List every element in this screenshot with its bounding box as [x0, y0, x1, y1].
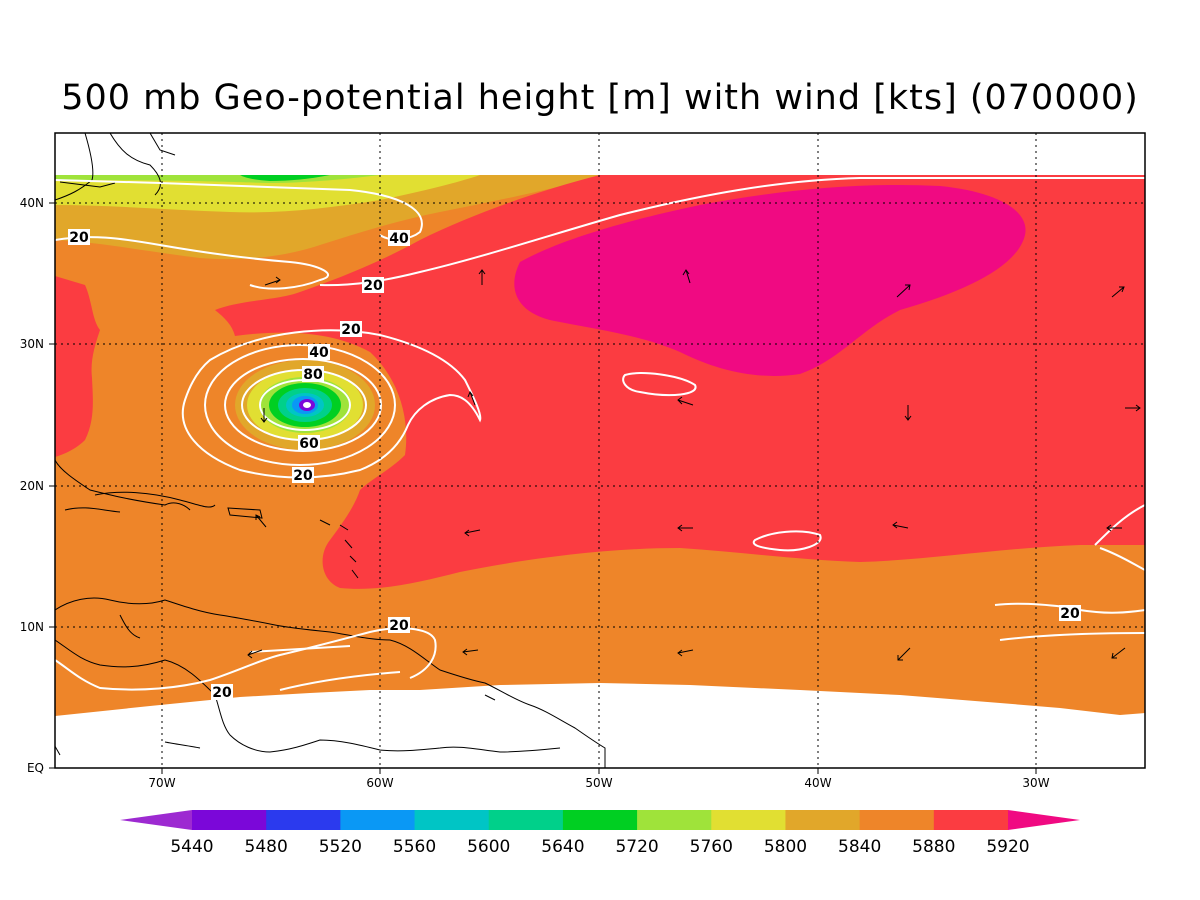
- colorbar-label: 5760: [690, 837, 733, 857]
- contour-label: 20: [389, 618, 409, 634]
- height-band-5800: [55, 175, 480, 213]
- colorbar-label: 5800: [764, 837, 807, 857]
- colorbar: 5440 5480 5520 5560 5600 5640 5720 5760 5800 5840…: [120, 810, 1080, 857]
- height-band-5960: [514, 184, 1026, 376]
- colorbar-swatch: [562, 810, 638, 830]
- chart-title: 500 mb Geo-potential height [m] with win…: [61, 78, 1139, 118]
- colorbar-label: 5600: [467, 837, 510, 857]
- colorbar-label: 5880: [912, 837, 955, 857]
- lat-tick-40n: 40N: [20, 196, 44, 210]
- contour-label: 80: [303, 367, 323, 383]
- contour-label: 20: [1060, 606, 1080, 622]
- colorbar-swatch: [637, 810, 712, 830]
- colorbar-swatch: [340, 810, 416, 830]
- lon-tick-40w: 40W: [804, 776, 831, 790]
- height-field: [55, 133, 1145, 768]
- colorbar-swatch: [266, 810, 341, 830]
- colorbar-label: 5520: [319, 837, 362, 857]
- colorbar-swatch: [859, 810, 935, 830]
- colorbar-swatch: [785, 810, 861, 830]
- colorbar-swatch: [120, 810, 192, 830]
- lon-tick-60w: 60W: [366, 776, 393, 790]
- lon-tick-70w: 70W: [148, 776, 175, 790]
- colorbar-swatch: [711, 810, 786, 830]
- contour-label: 20: [363, 278, 383, 294]
- colorbar-swatch: [414, 810, 490, 830]
- contour-label: 20: [212, 685, 232, 701]
- plot-frame: [54, 132, 1146, 769]
- colorbar-label: 5640: [541, 837, 584, 857]
- lat-tick-30n: 30N: [20, 337, 44, 351]
- colorbar-swatch: [933, 810, 1009, 830]
- contour-label: 20: [69, 230, 89, 246]
- contour-label: 40: [389, 231, 409, 247]
- colorbar-swatch: [192, 810, 267, 830]
- contour-labels: 20 40 20 20 40 80 60 20 20 20 20: [68, 229, 1081, 701]
- lat-tick-20n: 20N: [20, 479, 44, 493]
- coastlines: [55, 133, 606, 768]
- contour-label: 20: [341, 322, 361, 338]
- colorbar-label: 5720: [615, 837, 658, 857]
- colorbar-label: 5480: [245, 837, 288, 857]
- colorbar-swatch: [488, 810, 564, 830]
- colorbar-label: 5440: [170, 837, 213, 857]
- graticule: [55, 133, 1145, 768]
- contour-label: 40: [309, 345, 329, 361]
- contour-label: 60: [299, 436, 319, 452]
- contour-label: 20: [293, 468, 313, 484]
- colorbar-swatch: [1008, 810, 1080, 830]
- colorbar-label: 5840: [838, 837, 881, 857]
- lon-tick-50w: 50W: [585, 776, 612, 790]
- lon-tick-30w: 30W: [1022, 776, 1049, 790]
- colorbar-label: 5920: [986, 837, 1029, 857]
- colorbar-label: 5560: [393, 837, 436, 857]
- lat-tick-eq: EQ: [27, 761, 44, 775]
- lat-tick-10n: 10N: [20, 620, 44, 634]
- wind-vectors: [247, 269, 1141, 661]
